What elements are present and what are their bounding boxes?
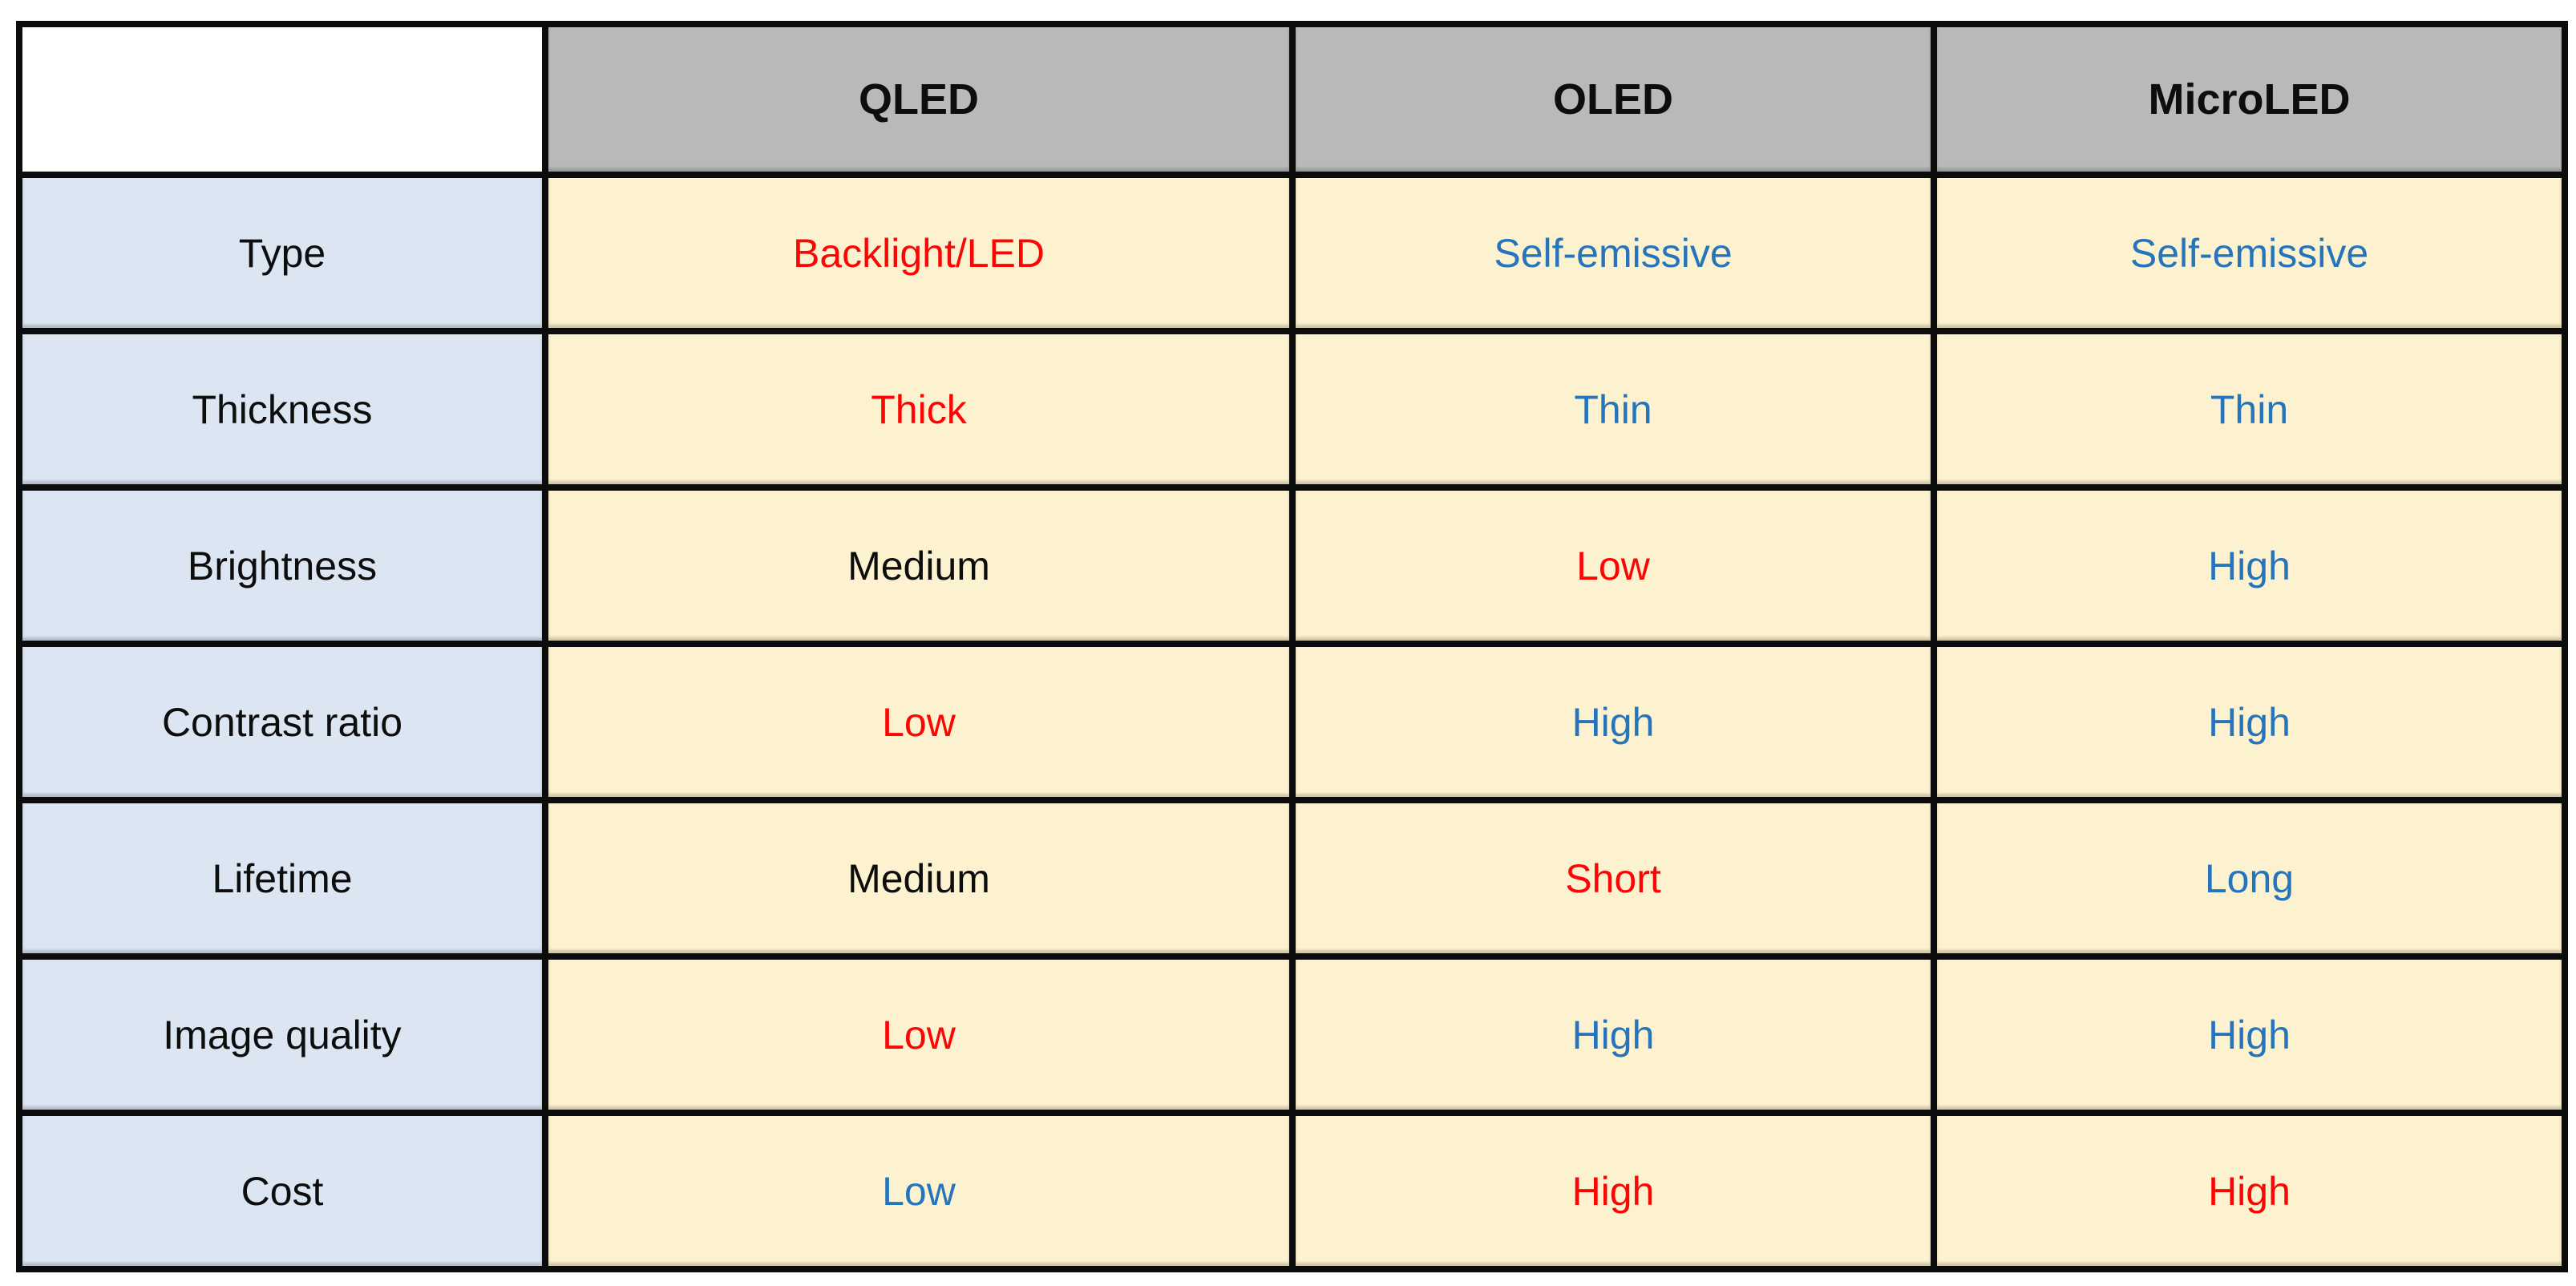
- cell-type-oled: Self-emissive: [1289, 172, 1937, 334]
- table-row-lifetime: Lifetime Medium Short Long: [16, 797, 2568, 960]
- cell-cost-microled: High: [1931, 1110, 2568, 1272]
- comparison-table: QLED OLED MicroLED Type Backlight/LED Se…: [16, 21, 2568, 1272]
- cell-lifetime-qled: Medium: [542, 797, 1296, 960]
- table-row-contrast-ratio: Contrast ratio Low High High: [16, 641, 2568, 803]
- cell-brightness-microled: High: [1931, 484, 2568, 647]
- cell-contrast-oled: High: [1289, 641, 1937, 803]
- corner-cell: [16, 21, 548, 178]
- cell-type-qled: Backlight/LED: [542, 172, 1296, 334]
- table-row-type: Type Backlight/LED Self-emissive Self-em…: [16, 172, 2568, 334]
- row-label-type: Type: [16, 172, 548, 334]
- cell-cost-qled: Low: [542, 1110, 1296, 1272]
- cell-thickness-qled: Thick: [542, 328, 1296, 491]
- table-row-brightness: Brightness Medium Low High: [16, 484, 2568, 647]
- column-header-qled: QLED: [542, 21, 1296, 178]
- column-header-microled: MicroLED: [1931, 21, 2568, 178]
- row-label-brightness: Brightness: [16, 484, 548, 647]
- column-header-oled: OLED: [1289, 21, 1937, 178]
- cell-lifetime-oled: Short: [1289, 797, 1937, 960]
- row-label-thickness: Thickness: [16, 328, 548, 491]
- row-label-lifetime: Lifetime: [16, 797, 548, 960]
- cell-brightness-oled: Low: [1289, 484, 1937, 647]
- cell-image-quality-microled: High: [1931, 953, 2568, 1116]
- cell-contrast-microled: High: [1931, 641, 2568, 803]
- row-label-contrast-ratio: Contrast ratio: [16, 641, 548, 803]
- display-technology-comparison: QLED OLED MicroLED Type Backlight/LED Se…: [16, 21, 2568, 1272]
- row-label-image-quality: Image quality: [16, 953, 548, 1116]
- table-row-thickness: Thickness Thick Thin Thin: [16, 328, 2568, 491]
- cell-image-quality-oled: High: [1289, 953, 1937, 1116]
- cell-lifetime-microled: Long: [1931, 797, 2568, 960]
- row-label-cost: Cost: [16, 1110, 548, 1272]
- cell-thickness-microled: Thin: [1931, 328, 2568, 491]
- table-row-cost: Cost Low High High: [16, 1110, 2568, 1272]
- header-row: QLED OLED MicroLED: [16, 21, 2568, 178]
- cell-brightness-qled: Medium: [542, 484, 1296, 647]
- cell-contrast-qled: Low: [542, 641, 1296, 803]
- cell-cost-oled: High: [1289, 1110, 1937, 1272]
- table-row-image-quality: Image quality Low High High: [16, 953, 2568, 1116]
- cell-type-microled: Self-emissive: [1931, 172, 2568, 334]
- cell-thickness-oled: Thin: [1289, 328, 1937, 491]
- cell-image-quality-qled: Low: [542, 953, 1296, 1116]
